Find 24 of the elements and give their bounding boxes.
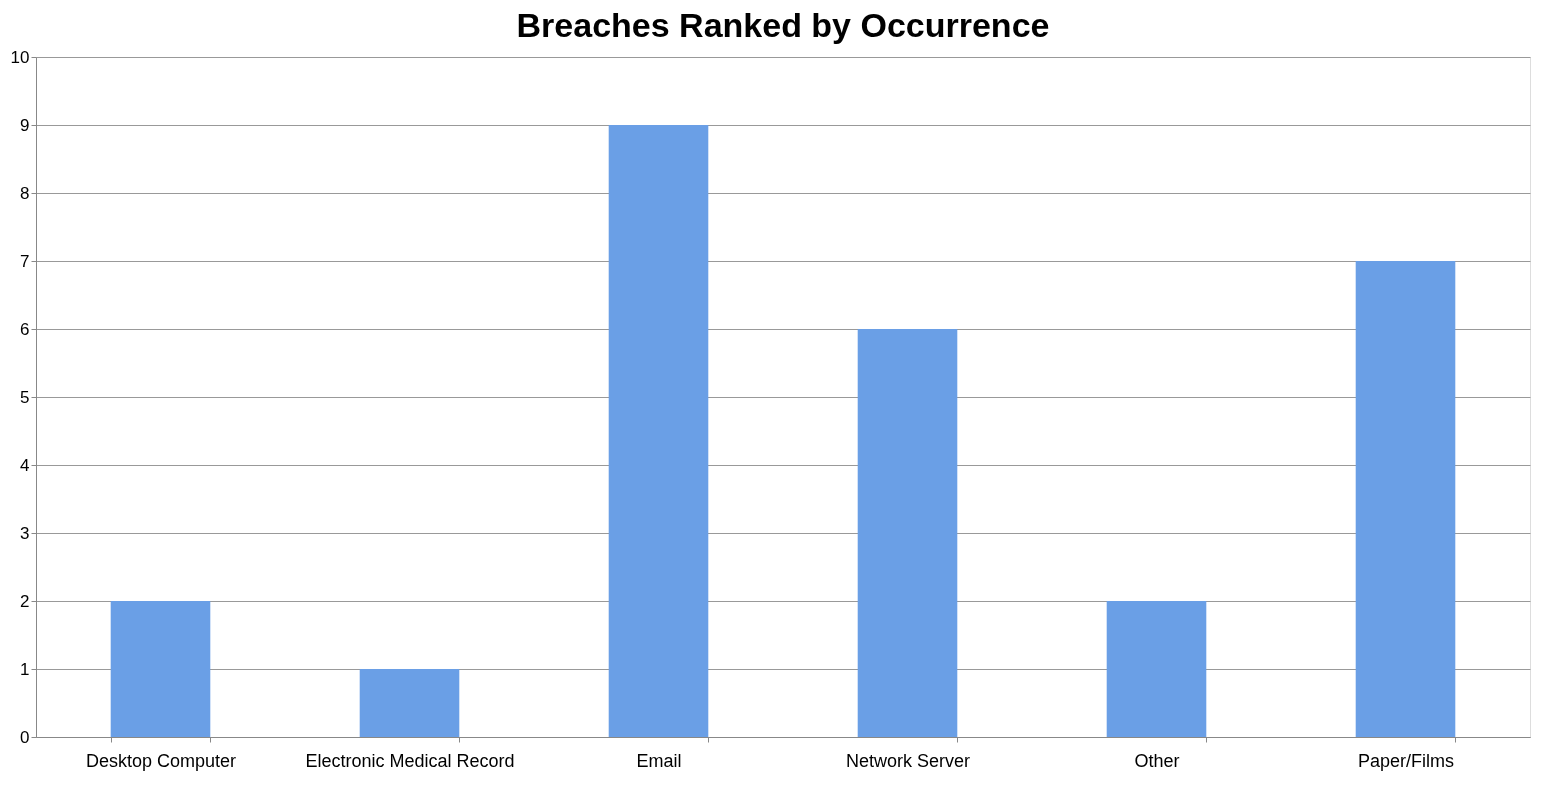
y-tick-label: 0 bbox=[20, 727, 30, 747]
x-tick-label: Desktop Computer bbox=[85, 750, 237, 771]
x-tick-label: Other bbox=[1134, 750, 1180, 771]
x-tick-label: Paper/Films bbox=[1357, 750, 1455, 771]
bar bbox=[1106, 601, 1207, 737]
bar bbox=[608, 125, 709, 737]
bar bbox=[1355, 261, 1456, 737]
y-tick-label: 8 bbox=[20, 183, 30, 203]
y-tick-label: 4 bbox=[20, 455, 30, 475]
y-tick-label: 9 bbox=[20, 115, 30, 135]
x-tick-label: Network Server bbox=[845, 750, 971, 771]
y-tick-label: 2 bbox=[20, 591, 30, 611]
x-tick-label: Electronic Medical Record bbox=[305, 750, 515, 771]
bar bbox=[110, 601, 211, 737]
y-tick-label: 5 bbox=[20, 387, 30, 407]
y-tick-label: 6 bbox=[20, 319, 30, 339]
y-tick-label: 10 bbox=[10, 47, 30, 67]
y-tick-label: 3 bbox=[20, 523, 30, 543]
bar bbox=[857, 329, 958, 737]
y-tick-label: 1 bbox=[20, 659, 30, 679]
y-tick-label: 7 bbox=[20, 251, 30, 271]
chart-title: Breaches Ranked by Occurrence bbox=[516, 6, 1050, 44]
x-tick-label: Email bbox=[636, 750, 682, 771]
bar bbox=[359, 669, 460, 737]
